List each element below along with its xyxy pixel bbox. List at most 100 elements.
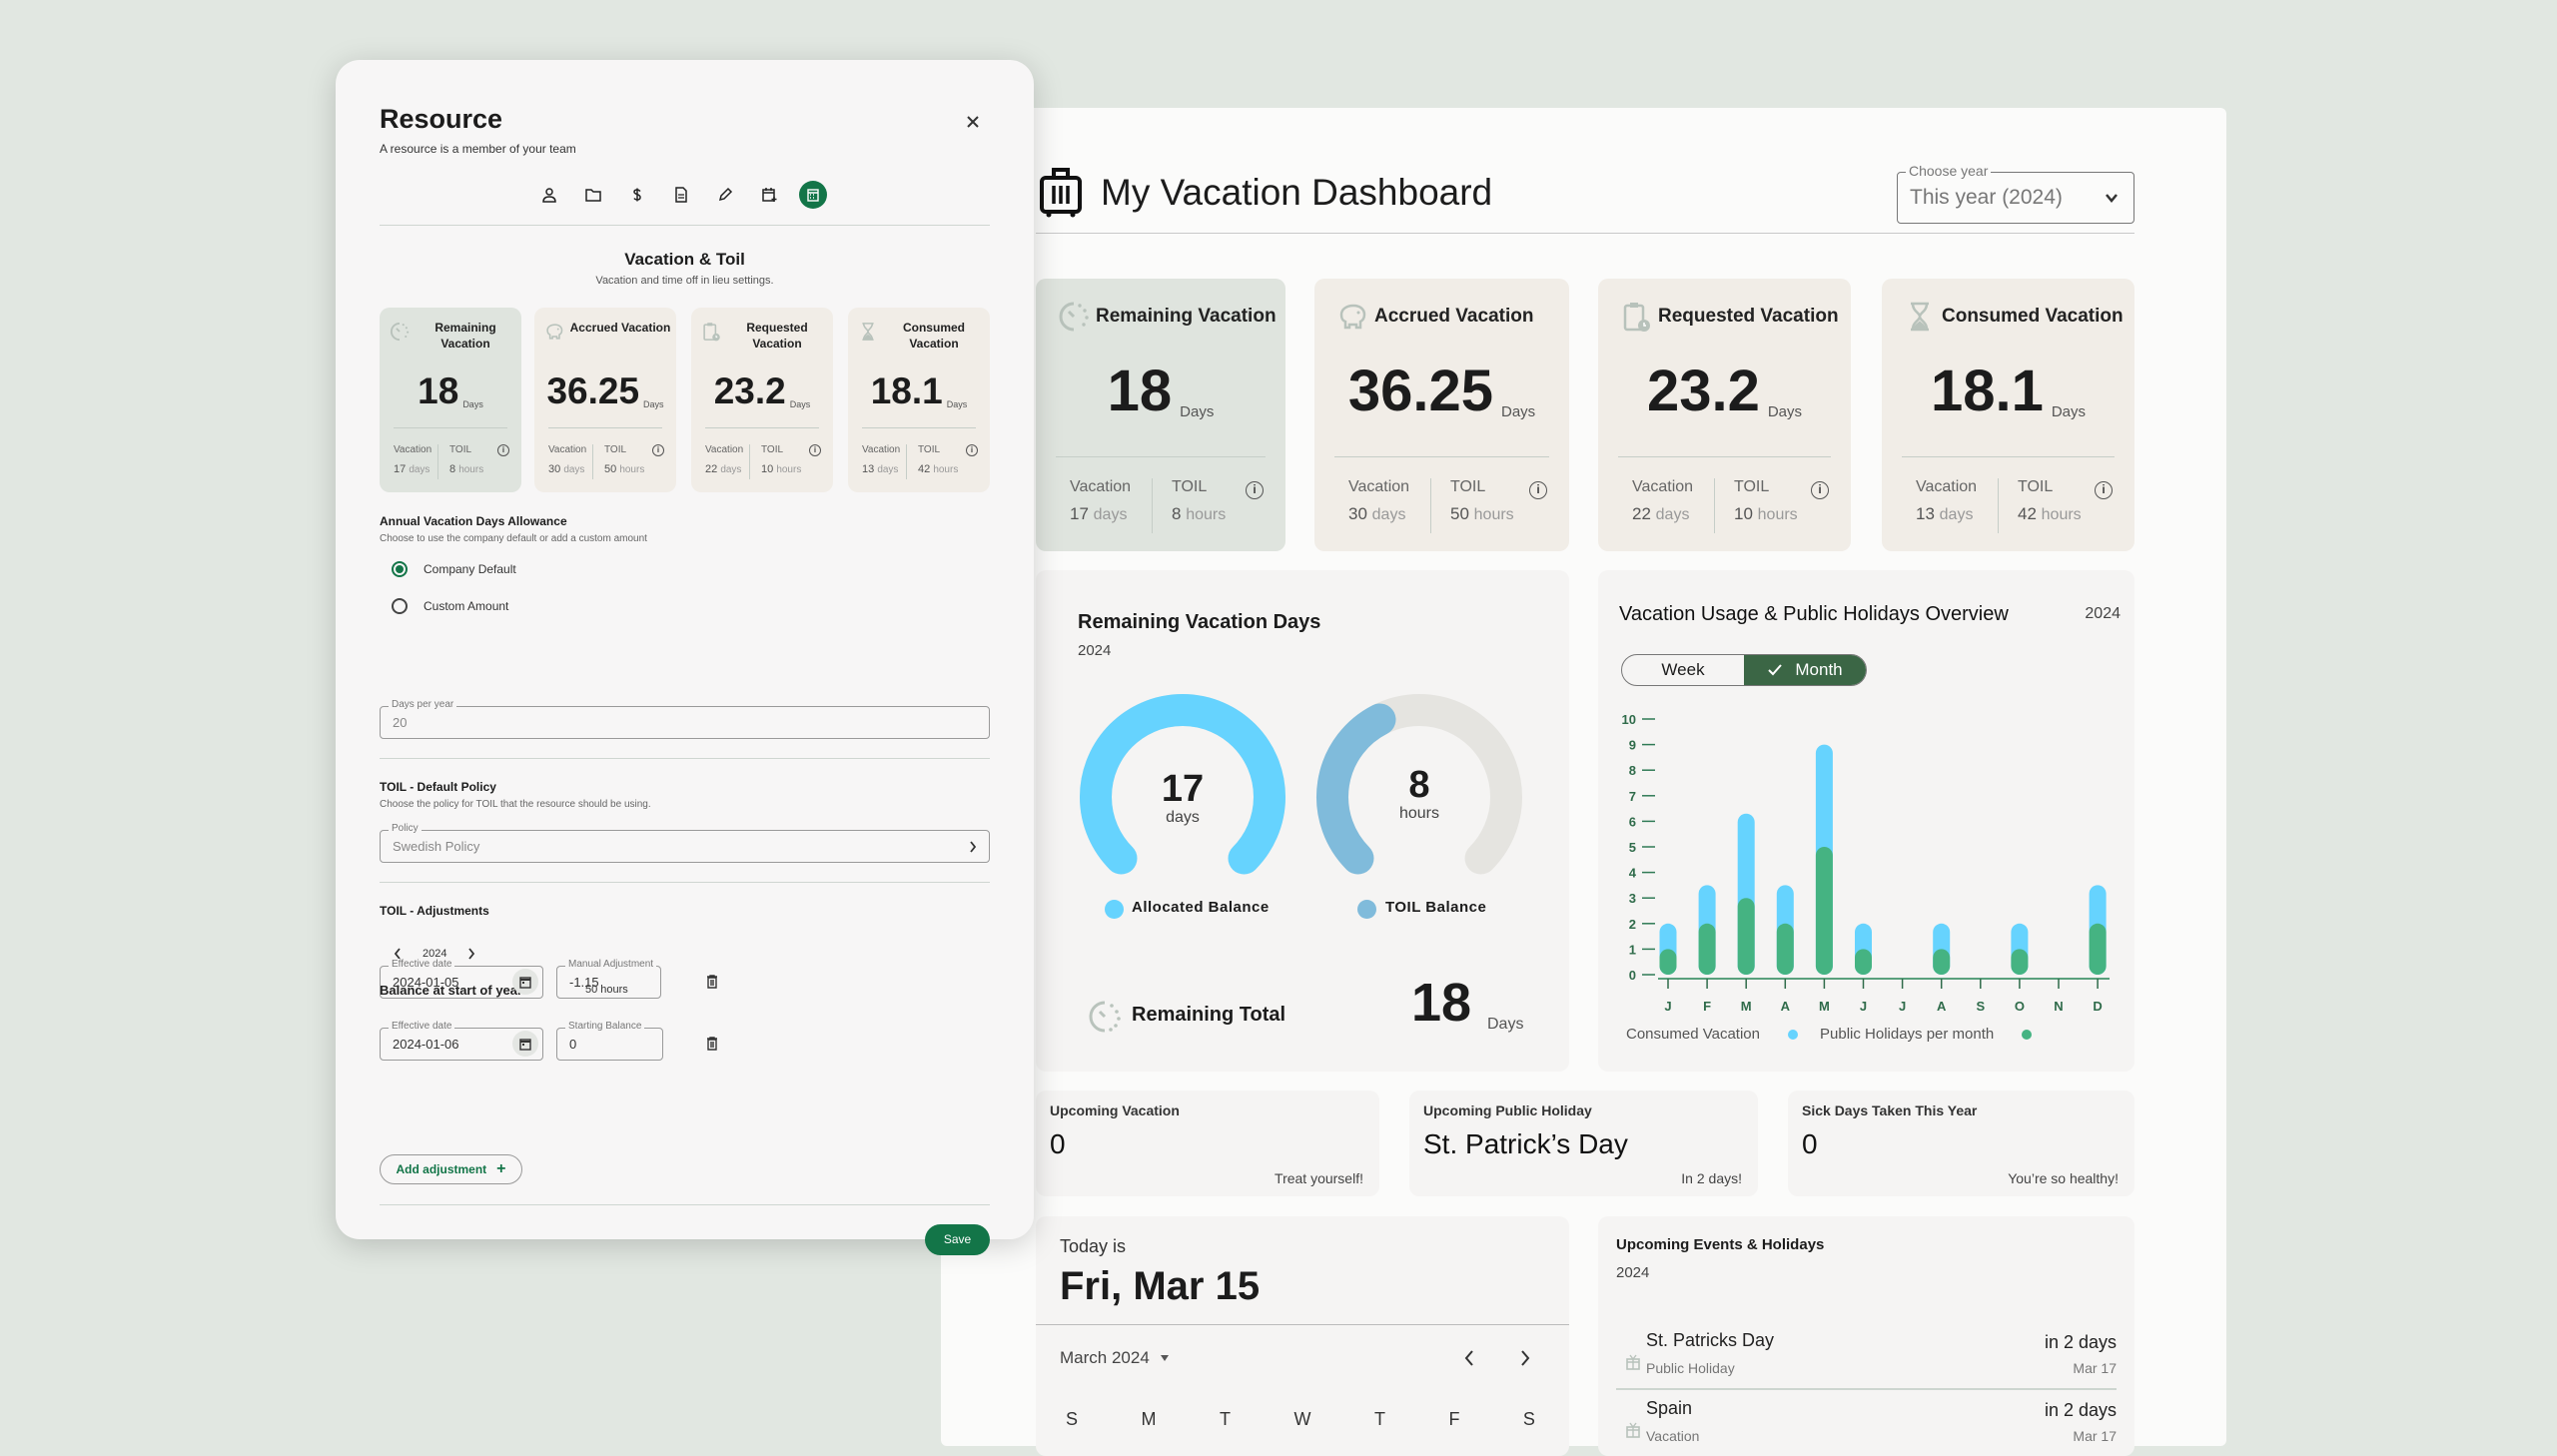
days-per-year-input[interactable]: Days per year 20 (380, 699, 990, 739)
toggle-week[interactable]: Week (1661, 660, 1705, 679)
card-vertical-divider (1714, 478, 1715, 533)
toil-value: 8 hours (1172, 504, 1226, 524)
close-icon[interactable] (965, 114, 981, 130)
effective-date-input[interactable]: Effective date 2024-01-05 (380, 959, 543, 999)
tab-pencil[interactable] (711, 181, 739, 209)
year-select-value: This year (2024) (1910, 186, 2063, 209)
next-year-icon[interactable] (467, 948, 475, 960)
toil-value: 8 hours (449, 463, 483, 475)
toil-number: 42 (918, 463, 931, 475)
legend-public-holidays: Public Holidays per month (1820, 1026, 1995, 1043)
card-value: 23.2 (713, 370, 786, 411)
clock-dashed-icon (1089, 1001, 1121, 1033)
remaining-year: 2024 (1078, 642, 1112, 659)
info-icon[interactable]: i (1246, 481, 1264, 499)
toil-number: 50 (604, 463, 617, 475)
radio-company-default[interactable]: Company Default (392, 561, 516, 577)
document-icon (675, 187, 687, 203)
adjustment-amount-input[interactable]: Manual Adjustment -1.15 (556, 959, 661, 999)
toil-label: TOIL (761, 444, 784, 455)
adjustment-amount-input[interactable]: Starting Balance 0 (556, 1021, 663, 1061)
x-tick-label: J (1899, 999, 1906, 1014)
vacation-value: 17 days (394, 463, 429, 475)
radio-unchecked-icon (392, 598, 408, 614)
month-select[interactable]: March 2024 (1060, 1348, 1170, 1368)
suitcase-icon (1040, 168, 1082, 218)
bar-public-holidays (1698, 923, 1716, 975)
vacation-value: 22 days (1632, 504, 1689, 524)
card-value: 36.25 (546, 370, 640, 411)
event-item[interactable]: St. Patricks Day Public Holiday in 2 day… (1616, 1324, 2117, 1390)
gauge-allocated-center: 17 days (1146, 769, 1220, 827)
info-icon[interactable]: i (966, 444, 978, 456)
gauge-toil-unit: hours (1398, 805, 1440, 822)
vacation-unit: days (1093, 506, 1128, 523)
vacation-unit: days (877, 464, 899, 475)
prev-year-icon[interactable] (394, 948, 402, 960)
info-icon[interactable]: i (652, 444, 664, 456)
gauges (1080, 694, 1522, 875)
tab-calendar[interactable] (799, 181, 827, 209)
event-type: Vacation (1646, 1428, 1700, 1444)
vacation-number: 17 (394, 463, 407, 475)
card-divider (862, 427, 976, 428)
info-icon[interactable]: i (1811, 481, 1829, 499)
pencil-icon (718, 187, 733, 202)
chart-year: 2024 (2085, 605, 2121, 622)
toil-value: 42 hours (2018, 504, 2082, 524)
save-button[interactable]: Save (925, 1224, 990, 1255)
x-tick-label: J (1664, 999, 1671, 1014)
info-icon[interactable]: i (1529, 481, 1547, 499)
folder-icon (585, 189, 601, 202)
info-icon[interactable]: i (809, 444, 821, 456)
policy-select[interactable]: Policy Swedish Policy (380, 823, 990, 863)
info-card-title: Upcoming Public Holiday (1423, 1102, 1592, 1118)
tab-folder[interactable] (579, 181, 607, 209)
divider (380, 1204, 990, 1205)
tab-dollar[interactable] (623, 181, 651, 209)
date-picker-button[interactable] (512, 1031, 538, 1057)
y-tick-label: 9 (1629, 738, 1636, 753)
today-divider (1036, 1324, 1569, 1325)
adjustment-amount-label: Manual Adjustment (565, 959, 657, 970)
bar-public-holidays (1855, 949, 1872, 975)
trash-icon[interactable] (706, 975, 718, 989)
info-icon[interactable]: i (497, 444, 509, 456)
prev-month-icon[interactable] (1463, 1349, 1475, 1367)
y-tick-label: 4 (1629, 866, 1637, 881)
card-value: 23.2 (1646, 359, 1760, 423)
legend-dot-toil (1357, 900, 1376, 919)
trash-icon[interactable] (706, 1037, 718, 1051)
date-picker-button[interactable] (512, 969, 538, 995)
vacation-usage-chart-card: Vacation Usage & Public Holidays Overvie… (1598, 570, 2134, 1072)
remaining-total-label: Remaining Total (1132, 1004, 1286, 1026)
info-icon[interactable]: i (2095, 481, 2113, 499)
add-adjustment-button[interactable]: Add adjustment + (380, 1154, 522, 1184)
toil-label: TOIL (1450, 478, 1486, 495)
toil-number: 8 (449, 463, 456, 475)
toggle-month[interactable]: Month (1744, 655, 1866, 685)
event-item[interactable]: Spain Vacation in 2 days Mar 17 (1616, 1392, 2117, 1456)
vacation-number: 13 (862, 463, 875, 475)
tab-calendar-add[interactable] (755, 181, 783, 209)
balance-value: 50 hours (585, 984, 628, 996)
clipboard-clock-icon (1623, 303, 1650, 332)
legend-toil: TOIL Balance (1385, 899, 1487, 916)
remaining-total-value: 18 (1411, 973, 1472, 1033)
radio-custom-amount[interactable]: Custom Amount (392, 598, 508, 614)
effective-date-input[interactable]: Effective date 2024-01-06 (380, 1021, 543, 1061)
toil-unit: hours (933, 464, 959, 475)
vacation-value: 13 days (862, 463, 898, 475)
card-value-group: 18.1 Days (848, 371, 990, 411)
next-month-icon[interactable] (1519, 1349, 1531, 1367)
tab-document[interactable] (667, 181, 695, 209)
vacation-number: 22 (1632, 504, 1651, 523)
legend-dot-consumed (1788, 1030, 1798, 1040)
year-select[interactable]: Choose year This year (2024) (1897, 163, 2134, 224)
card-title: Requested Vacation (746, 321, 808, 351)
card-value: 18.1 (1930, 359, 2044, 423)
hourglass-icon (1911, 302, 1929, 332)
event-name: Spain (1646, 1398, 1693, 1418)
tab-person[interactable] (535, 181, 563, 209)
adjustment-amount-label: Starting Balance (565, 1021, 645, 1032)
